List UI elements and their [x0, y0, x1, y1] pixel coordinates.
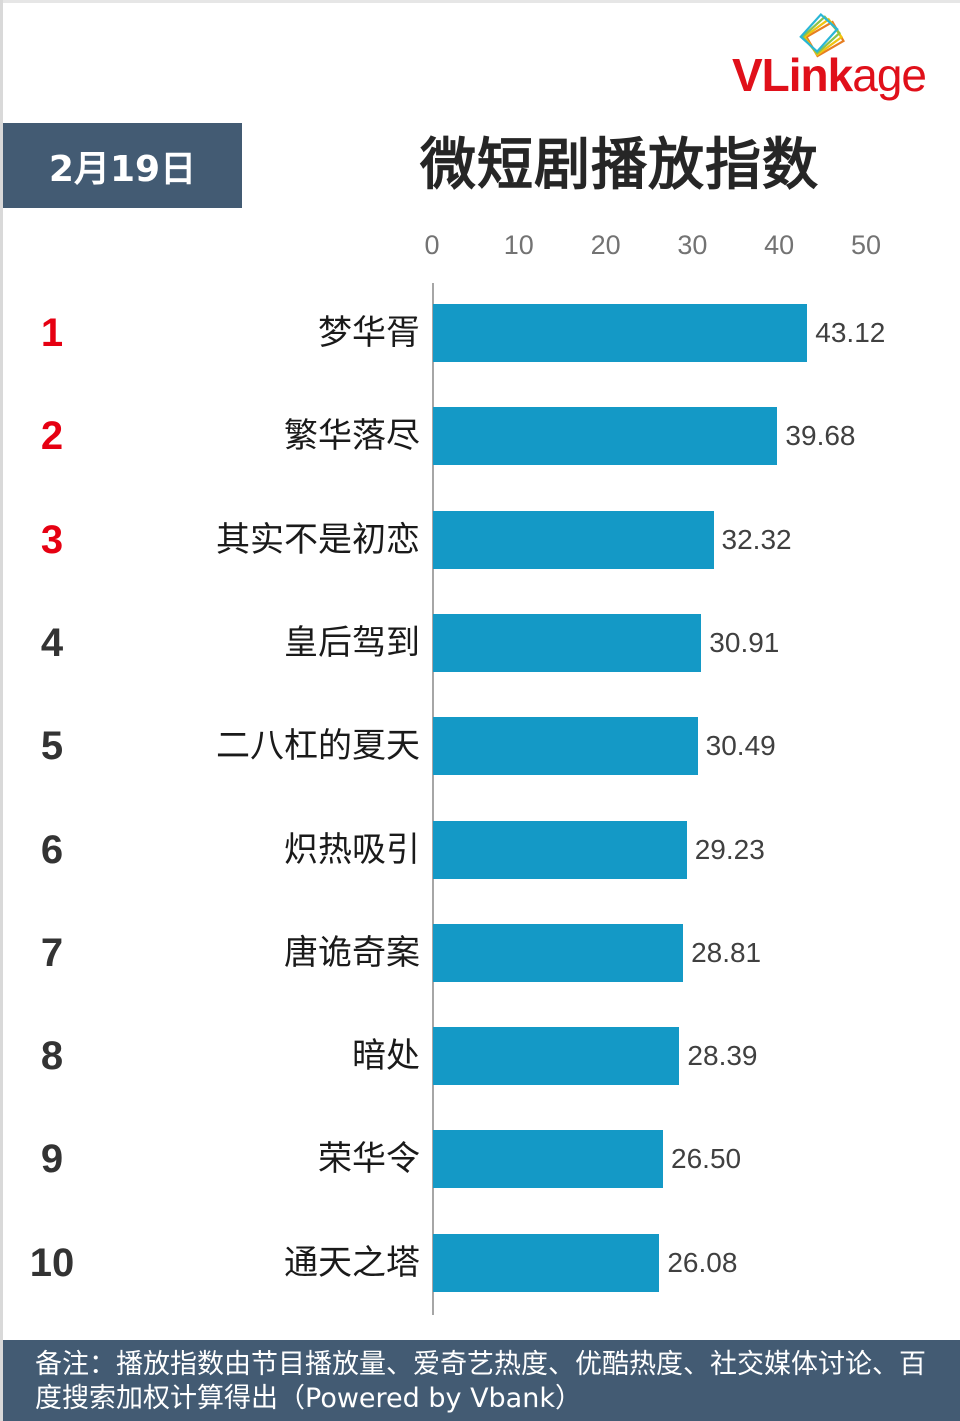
- rank-number: 7: [40, 930, 64, 975]
- bar-row: 7 唐诡奇案 28.81: [0, 923, 960, 982]
- frame-border-left: [0, 0, 3, 1421]
- rank-number: 2: [40, 414, 64, 459]
- bar-value-label: 26.08: [667, 1246, 738, 1278]
- bar-row: 1 梦华胥 43.12: [0, 304, 960, 362]
- drama-name: 其实不是初恋: [216, 519, 420, 560]
- rank-number: 6: [40, 827, 64, 872]
- bar-row: 8 暗处 28.39: [0, 1027, 960, 1086]
- x-axis-tick: 40: [764, 230, 795, 260]
- vlinkage-logo: VLinkage: [732, 12, 952, 104]
- bar: [433, 1027, 680, 1086]
- bar-value-label: 26.50: [671, 1143, 742, 1175]
- bar: [433, 820, 687, 879]
- date-badge: 2月19日: [3, 123, 242, 208]
- x-axis-tick: 20: [590, 230, 621, 260]
- bar-value-label: 32.32: [721, 523, 792, 555]
- rank-number: 10: [29, 1240, 75, 1285]
- rank-number: 4: [40, 620, 64, 665]
- drama-name: 炽热吸引: [284, 829, 420, 870]
- footnote: 备注：播放指数由节目播放量、爱奇艺热度、优酷热度、社交媒体讨论、百度搜索加权计算…: [3, 1340, 960, 1421]
- bar: [433, 1233, 660, 1292]
- bar-value-label: 43.12: [815, 317, 886, 348]
- bar-row: 4 皇后驾到 30.91: [0, 613, 960, 672]
- bar: [433, 1130, 664, 1189]
- bar-value-label: 28.39: [687, 1040, 758, 1072]
- drama-name: 唐诡奇案: [284, 932, 420, 973]
- drama-name: 通天之塔: [284, 1242, 420, 1283]
- bar-value-label: 30.91: [709, 626, 780, 658]
- drama-name: 荣华令: [318, 1139, 420, 1180]
- x-axis-tick: 30: [677, 230, 708, 260]
- bar-value-label: 28.81: [691, 936, 762, 968]
- drama-name: 梦华胥: [318, 313, 420, 353]
- rank-number: 5: [40, 724, 64, 769]
- bar-row: 2 繁华落尽 39.68: [0, 407, 960, 466]
- bar: [433, 407, 778, 466]
- bar-row: 10 通天之塔 26.08: [0, 1233, 960, 1292]
- rank-number: 9: [40, 1137, 64, 1182]
- bar-value-label: 39.68: [785, 420, 856, 452]
- bar-value-label: 29.23: [694, 833, 765, 865]
- drama-name: 二八杠的夏天: [216, 726, 420, 767]
- y-axis-line: [432, 283, 434, 1315]
- x-axis-tick: 0: [424, 230, 440, 260]
- chart-title: 微短剧播放指数: [420, 133, 819, 198]
- rank-number: 8: [40, 1034, 64, 1079]
- frame-border-top: [0, 0, 960, 3]
- bar-value-label: 30.49: [705, 730, 776, 762]
- drama-name: 皇后驾到: [284, 622, 420, 663]
- rank-number: 3: [40, 517, 64, 562]
- logo-text: VLinkage: [732, 49, 927, 101]
- bar: [433, 923, 684, 982]
- bar: [433, 304, 808, 362]
- rank-number: 1: [40, 311, 64, 355]
- bar-row: 5 二八杠的夏天 30.49: [0, 717, 960, 776]
- bar-row: 9 荣华令 26.50: [0, 1130, 960, 1189]
- bar: [433, 613, 702, 672]
- drama-name: 繁华落尽: [284, 416, 420, 457]
- bar: [433, 510, 714, 569]
- bar-row: 6 炽热吸引 29.23: [0, 820, 960, 879]
- stacked-cards-icon: [799, 12, 845, 58]
- bar-row: 3 其实不是初恋 32.32: [0, 510, 960, 569]
- x-axis-tick: 50: [850, 230, 882, 260]
- bar: [433, 717, 698, 776]
- drama-name: 暗处: [352, 1036, 420, 1077]
- x-axis-tick: 10: [503, 230, 534, 260]
